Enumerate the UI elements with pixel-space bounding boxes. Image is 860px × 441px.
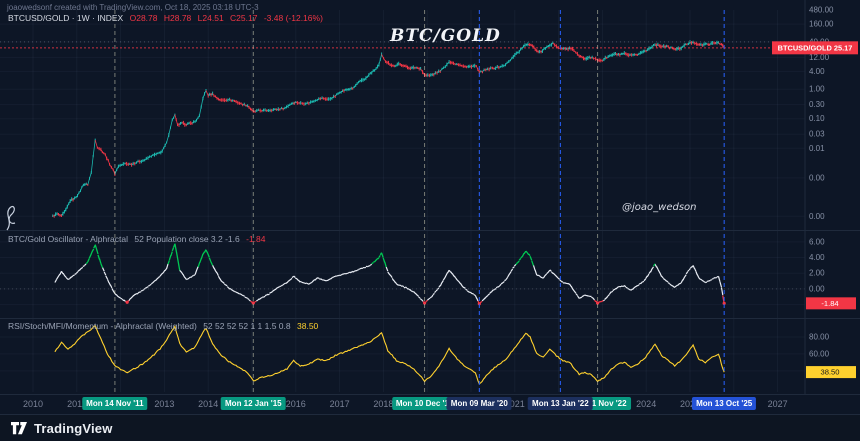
svg-text:38.50: 38.50: [820, 368, 839, 377]
open-value: O28.78: [129, 13, 158, 23]
svg-text:0.01: 0.01: [809, 144, 825, 153]
svg-text:4.00: 4.00: [809, 253, 825, 262]
year-label: 2011: [67, 399, 87, 409]
event-lines[interactable]: [114, 10, 725, 392]
year-label: 2010: [22, 399, 44, 409]
svg-text:0.00: 0.00: [809, 173, 825, 182]
oscillator-legend[interactable]: BTC/Gold Oscillator - Alphractal 52 Popu…: [8, 234, 270, 244]
low-value: L24.51: [197, 13, 224, 23]
close-value: C25.17: [230, 13, 258, 23]
chart-canvas[interactable]: 480.00160.0040.0012.004.001.000.300.100.…: [0, 0, 860, 394]
oscillator-series: [54, 243, 725, 305]
scribble-path: [6, 205, 16, 231]
oscillator-signal-dots: [125, 300, 726, 306]
svg-text:480.00: 480.00: [809, 6, 834, 15]
svg-text:0.10: 0.10: [809, 114, 825, 123]
rsi-last-badge: [806, 366, 856, 379]
svg-text:4.00: 4.00: [809, 67, 825, 76]
chart-title: BTC/GOLD: [390, 26, 501, 46]
tradingview-logo-icon: [11, 422, 27, 435]
event-date-badge[interactable]: Mon 09 Mar '20: [446, 397, 512, 410]
svg-text:80.00: 80.00: [809, 332, 830, 341]
high-value: H28.78: [163, 13, 192, 23]
tradingview-logo-link[interactable]: TradingView: [10, 421, 113, 436]
gridlines: [0, 10, 805, 392]
price-scale[interactable]: [805, 0, 860, 394]
rsi-title[interactable]: RSI/Stoch/MFI/Momentum - Alphractal (Wei…: [8, 321, 197, 331]
oscillator-last-badge: [806, 297, 856, 310]
year-label: 2027: [767, 399, 788, 409]
symbol-title[interactable]: BTCUSD/GOLD · 1W · INDEX: [8, 13, 124, 23]
svg-text:-1.84: -1.84: [821, 299, 838, 308]
creator-credit: joaowedsonf created with TradingView.com…: [7, 3, 259, 12]
svg-text:0.00: 0.00: [809, 212, 825, 221]
svg-text:0.03: 0.03: [809, 130, 825, 139]
bottom-toolbar: TradingView: [0, 414, 860, 441]
svg-text:BTCUSD/GOLD 25.17: BTCUSD/GOLD 25.17: [778, 43, 853, 52]
svg-text:60.00: 60.00: [809, 349, 830, 358]
year-label: 2014: [198, 399, 219, 409]
svg-text:160.00: 160.00: [809, 20, 834, 29]
year-label: 2025: [679, 399, 701, 409]
event-date-badge[interactable]: Mon 10 Dec '18: [391, 397, 458, 410]
change-value: -3.48 (-12.16%): [263, 13, 323, 23]
rsi-params: 52 52 52 52 1 1 1.5 0.8: [203, 321, 291, 331]
price-last-badge: [772, 41, 858, 55]
svg-text:6.00: 6.00: [809, 237, 825, 246]
oscillator-title[interactable]: BTC/Gold Oscillator - Alphractal: [8, 234, 128, 244]
rsi-series: [54, 324, 725, 385]
oscillator-value: -1.84: [246, 234, 266, 244]
price-legend[interactable]: BTCUSD/GOLD · 1W · INDEX O28.78 H28.78 L…: [8, 13, 327, 23]
event-date-badge[interactable]: Mon 12 Jan '15: [221, 397, 286, 410]
event-date-badge[interactable]: Mon 13 Oct '25: [692, 397, 757, 410]
price-series: [52, 40, 725, 218]
svg-text:12.00: 12.00: [809, 53, 830, 62]
year-label: 2013: [154, 399, 175, 409]
year-label: 2017: [329, 399, 350, 409]
rsi-value: 38.50: [297, 321, 319, 331]
tradingview-wordmark: TradingView: [34, 420, 113, 436]
last-value-badges: BTCUSD/GOLD 25.17 -1.84 38.50: [772, 41, 858, 379]
time-axis[interactable]: 2010 2011 2013 2014 2016 2017 2018 2021 2024 2025…: [0, 394, 860, 414]
year-label: 2021: [504, 399, 525, 409]
drawing-scribble[interactable]: [2, 198, 22, 234]
svg-text:0.00: 0.00: [809, 284, 825, 293]
event-date-badge[interactable]: Mon 14 Nov '11: [82, 397, 148, 410]
year-label: 2018: [373, 399, 394, 409]
event-date-badge[interactable]: Mon 13 Jan '22: [528, 397, 593, 410]
svg-text:2.00: 2.00: [809, 269, 825, 278]
svg-text:0.30: 0.30: [809, 100, 825, 109]
oscillator-params: 52 Population close 3.2 -1.6: [134, 234, 240, 244]
pane-separators: [0, 0, 860, 394]
year-label: 2016: [285, 399, 306, 409]
svg-text:1.00: 1.00: [809, 85, 825, 94]
rsi-legend[interactable]: RSI/Stoch/MFI/Momentum - Alphractal (Wei…: [8, 321, 322, 331]
watermark-handle: @joao_wedson: [622, 202, 697, 213]
year-label: 2024: [636, 399, 657, 409]
